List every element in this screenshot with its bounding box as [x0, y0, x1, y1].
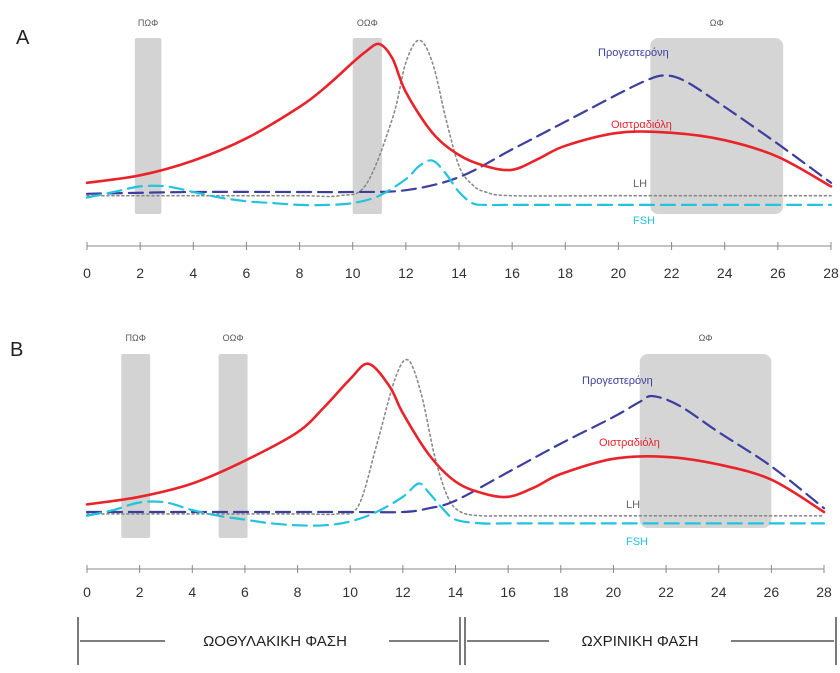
x-tick-label: 18 — [557, 265, 573, 281]
band-2 — [218, 354, 248, 538]
series-line — [86, 358, 825, 517]
series-line — [85, 362, 826, 514]
series-label: LH — [626, 499, 640, 511]
series-label: Οιστραδιόλη — [599, 437, 660, 449]
band-1 — [121, 354, 151, 538]
x-tick-label: 24 — [717, 265, 733, 281]
x-tick-label: 0 — [83, 265, 91, 281]
band-label: ΠΩΦ — [125, 333, 145, 343]
x-tick-label: 26 — [764, 584, 780, 600]
x-tick-label: 20 — [606, 584, 622, 600]
panel-letter: A — [16, 27, 30, 49]
x-tick-label: 28 — [816, 584, 832, 600]
band-label: ΠΩΦ — [138, 18, 158, 28]
x-tick-label: 6 — [243, 265, 251, 281]
series-label: Προγεστερόνη — [582, 375, 653, 387]
band-3 — [639, 354, 772, 528]
series-line — [86, 39, 832, 198]
x-tick-label: 8 — [294, 584, 302, 600]
series-line — [85, 482, 826, 527]
x-tick-label: 2 — [136, 265, 144, 281]
band-3 — [650, 38, 784, 214]
phase-label-follicular: ΩΟΘΥΛΑΚΙΚΗ ΦΑΣΗ — [203, 633, 347, 650]
series-line — [85, 74, 833, 195]
x-tick-label: 28 — [823, 265, 839, 281]
series-label: Οιστραδιόλη — [611, 119, 672, 131]
series-line — [85, 394, 826, 514]
band-label: ΩΦ — [710, 18, 724, 28]
band-label: ΟΩΦ — [357, 18, 378, 28]
band-label: ΟΩΦ — [223, 333, 244, 343]
x-tick-label: 16 — [500, 584, 516, 600]
x-tick-label: 12 — [395, 584, 411, 600]
series-line — [85, 42, 833, 188]
series-label: FSH — [626, 536, 648, 548]
x-tick-label: 6 — [241, 584, 249, 600]
x-tick-label: 22 — [664, 265, 680, 281]
x-tick-label: 4 — [189, 265, 197, 281]
series-line — [85, 159, 833, 207]
series-label: FSH — [633, 215, 655, 227]
series-label: LH — [633, 178, 647, 190]
x-tick-label: 14 — [448, 584, 464, 600]
x-tick-label: 14 — [451, 265, 467, 281]
phase-bar: ΩΟΘΥΛΑΚΙΚΗ ΦΑΣΗ ΩΧΡΙΝΙΚΗ ΦΑΣΗ — [77, 617, 837, 665]
x-tick-label: 10 — [342, 584, 358, 600]
band-2 — [352, 38, 382, 214]
x-tick-label: 26 — [770, 265, 786, 281]
x-tick-label: 20 — [611, 265, 627, 281]
x-tick-label: 12 — [398, 265, 414, 281]
phase-label-luteal: ΩΧΡΙΝΙΚΗ ΦΑΣΗ — [581, 633, 698, 650]
x-tick-label: 16 — [504, 265, 520, 281]
x-tick-label: 24 — [711, 584, 727, 600]
x-tick-label: 22 — [658, 584, 674, 600]
x-tick-label: 0 — [83, 584, 91, 600]
series-label: Προγεστερόνη — [598, 47, 669, 59]
band-1 — [134, 38, 162, 214]
x-tick-label: 2 — [136, 584, 144, 600]
band-label: ΩΦ — [699, 333, 713, 343]
x-tick-label: 10 — [345, 265, 361, 281]
x-tick-label: 4 — [188, 584, 196, 600]
panel-letter: B — [10, 339, 23, 361]
x-tick-label: 8 — [296, 265, 304, 281]
x-tick-label: 18 — [553, 584, 569, 600]
